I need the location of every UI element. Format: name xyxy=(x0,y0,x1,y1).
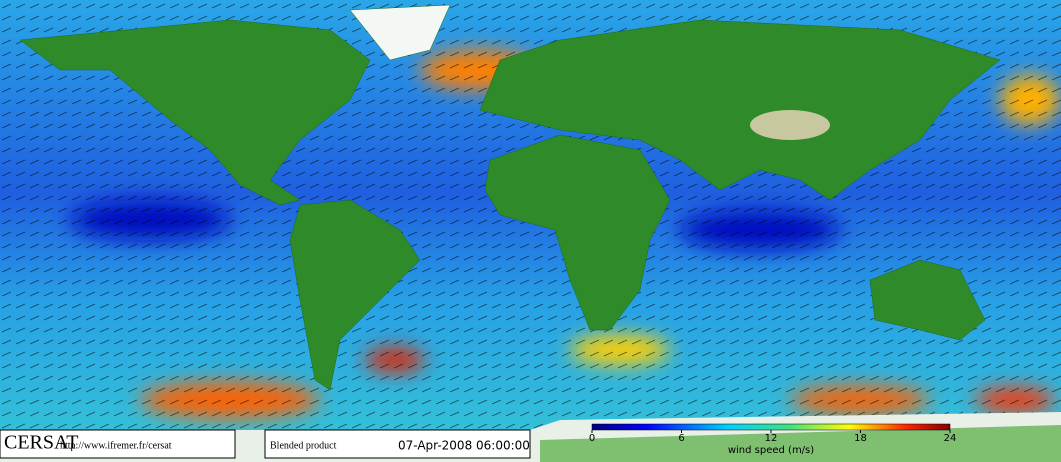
colorbar-tick-label: 24 xyxy=(944,433,957,444)
colorbar-tick-label: 0 xyxy=(589,433,595,444)
colorbar-tick-label: 6 xyxy=(678,433,684,444)
credit-box xyxy=(0,429,236,459)
product-date: 07-Apr-2008 06:00:00 xyxy=(398,439,530,453)
product-box xyxy=(264,429,531,459)
colorbar-tick-label: 18 xyxy=(854,433,867,444)
antarctica-relief xyxy=(540,425,1061,462)
brand: CERSAT xyxy=(4,432,78,454)
colorbar xyxy=(591,423,951,431)
colorbar-tick-label: 12 xyxy=(765,433,778,444)
product-name: Blended product xyxy=(270,440,337,451)
colorbar-label: wind speed (m/s) xyxy=(728,445,814,456)
land xyxy=(19,4,1001,391)
url: http://www.ifremer.fr/cersat xyxy=(60,440,172,451)
